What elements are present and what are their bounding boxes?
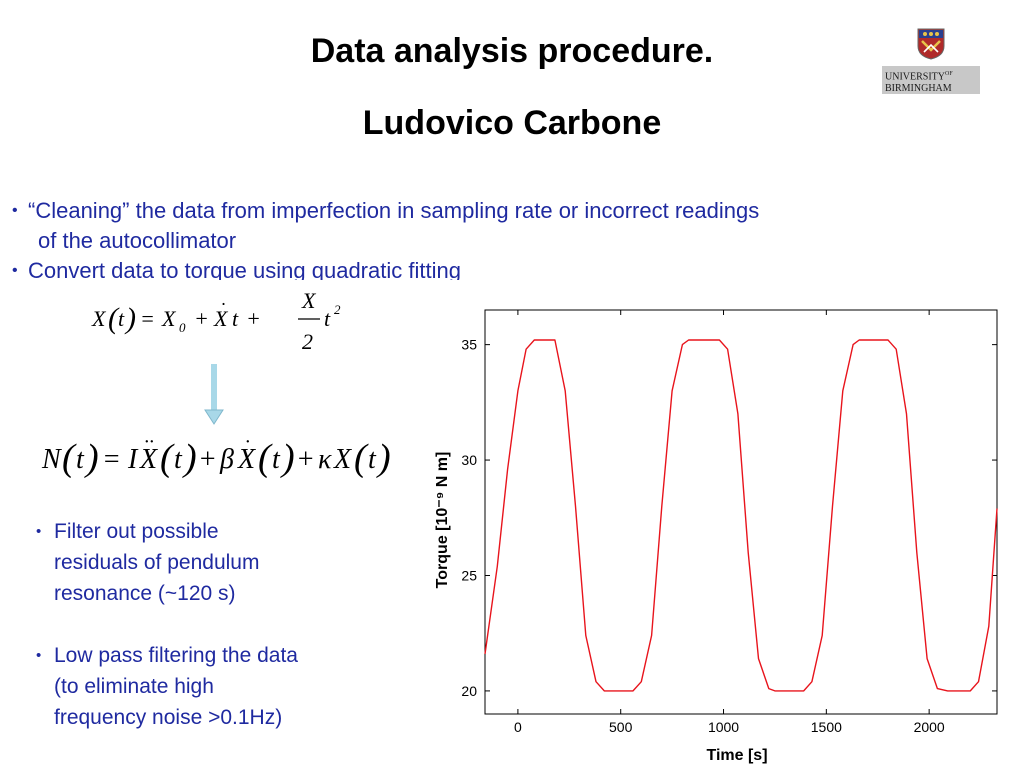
svg-text:): ) xyxy=(280,437,295,479)
torque-series-line xyxy=(484,339,998,692)
torque-chart: 0 500 1000 1500 2000 20 25 30 35 Time [s] Torqu… xyxy=(434,309,998,764)
bullet-filter-resonance: • Filter out possible residuals of pendu… xyxy=(36,516,416,609)
svg-text:X: X xyxy=(91,306,107,331)
bullet-line: residuals of pendulum xyxy=(54,551,260,574)
crest-icon xyxy=(917,28,945,60)
plot-area xyxy=(484,309,998,715)
bullet-line: frequency noise >0.1Hz) xyxy=(54,706,283,729)
bullet-line: Low pass filtering the data xyxy=(54,644,298,667)
svg-text:κ: κ xyxy=(318,444,332,475)
x-tick-label: 0 xyxy=(514,719,522,735)
svg-text:+: + xyxy=(296,444,315,475)
svg-text:X: X xyxy=(139,444,158,475)
bullet-text: “Cleaning” the data from imperfection in… xyxy=(28,198,760,223)
svg-text:2: 2 xyxy=(302,329,313,354)
svg-text:+: + xyxy=(246,306,261,331)
university-logo: UNIVERSITYOF BIRMINGHAM xyxy=(882,28,980,94)
svg-text:): ) xyxy=(182,437,197,479)
svg-text:N: N xyxy=(41,444,62,475)
bottom-bullet-list: • Filter out possible residuals of pendu… xyxy=(36,516,416,764)
svg-text:=: = xyxy=(102,444,121,475)
x-axis-label: Time [s] xyxy=(706,747,767,764)
top-bullet-list: • “Cleaning” the data from imperfection … xyxy=(0,196,1024,280)
svg-text:X: X xyxy=(333,444,352,475)
svg-text:··: ·· xyxy=(305,288,313,296)
svg-text:=: = xyxy=(140,306,155,331)
slide-title: Data analysis procedure. xyxy=(310,32,714,70)
bullet-text: Convert data to torque using quadratic f… xyxy=(28,258,461,280)
bullet-text-continuation: of the autocollimator xyxy=(38,228,237,253)
torque-equation: N ( t ) = I X ·· ( t ) + β X · ( t ) + κ… xyxy=(41,431,391,479)
y-axis-label: Torque [10⁻⁹ N m] xyxy=(434,452,451,589)
svg-text:+: + xyxy=(194,306,209,331)
x-tick-label: 2000 xyxy=(914,719,945,735)
svg-text:t: t xyxy=(272,444,281,475)
svg-text:t: t xyxy=(232,306,239,331)
down-arrow-icon xyxy=(204,364,224,425)
svg-text:·: · xyxy=(221,294,226,314)
svg-text:t: t xyxy=(118,306,125,331)
svg-text:X: X xyxy=(161,306,177,331)
university-name: UNIVERSITYOF BIRMINGHAM xyxy=(882,66,980,94)
svg-text:X: X xyxy=(237,444,256,475)
svg-text:t: t xyxy=(174,444,183,475)
bullet-cleaning: • “Cleaning” the data from imperfection … xyxy=(0,196,1024,256)
y-tick-label: 20 xyxy=(461,683,477,699)
bullet-line: (to eliminate high xyxy=(54,675,214,698)
svg-text:(: ( xyxy=(354,437,369,479)
svg-text:t: t xyxy=(368,444,377,475)
y-tick-label: 35 xyxy=(461,337,477,353)
svg-text:(: ( xyxy=(160,437,175,479)
bullet-marker: • xyxy=(36,647,42,664)
y-tick-label: 30 xyxy=(461,452,477,468)
svg-text:): ) xyxy=(124,302,136,335)
x-tick-label: 1000 xyxy=(708,719,739,735)
svg-text:X: X xyxy=(213,306,229,331)
bullet-marker: • xyxy=(12,202,18,219)
svg-text:): ) xyxy=(376,437,391,479)
bullet-line: resonance (~120 s) xyxy=(54,582,236,605)
svg-text:X: X xyxy=(301,288,317,313)
svg-text:I: I xyxy=(127,444,139,475)
bullet-marker: • xyxy=(36,523,42,540)
svg-text:t: t xyxy=(324,306,331,331)
svg-text:(: ( xyxy=(62,437,77,479)
svg-text:0: 0 xyxy=(179,320,186,335)
bullet-low-pass: • Low pass filtering the data (to elimin… xyxy=(36,640,416,733)
svg-text:+: + xyxy=(198,444,217,475)
slide-author: Ludovico Carbone xyxy=(362,104,662,142)
svg-text:2: 2 xyxy=(334,302,341,317)
svg-text:): ) xyxy=(84,437,99,479)
x-tick-label: 500 xyxy=(609,719,633,735)
bullet-line: Filter out possible xyxy=(54,520,219,543)
bullet-marker: • xyxy=(12,262,18,279)
bullet-torque: • Convert data to torque using quadratic… xyxy=(0,256,1024,280)
svg-text:(: ( xyxy=(258,437,273,479)
svg-text:(: ( xyxy=(108,302,120,335)
svg-text:t: t xyxy=(76,444,85,475)
quadratic-fit-equation: X ( t ) = X 0 + X · t + X ·· 2 t 2 xyxy=(91,288,341,354)
svg-text:β: β xyxy=(219,444,234,475)
x-tick-label: 1500 xyxy=(811,719,842,735)
svg-text:·: · xyxy=(245,431,250,453)
svg-text:··: ·· xyxy=(144,431,154,453)
y-tick-label: 25 xyxy=(461,567,477,583)
